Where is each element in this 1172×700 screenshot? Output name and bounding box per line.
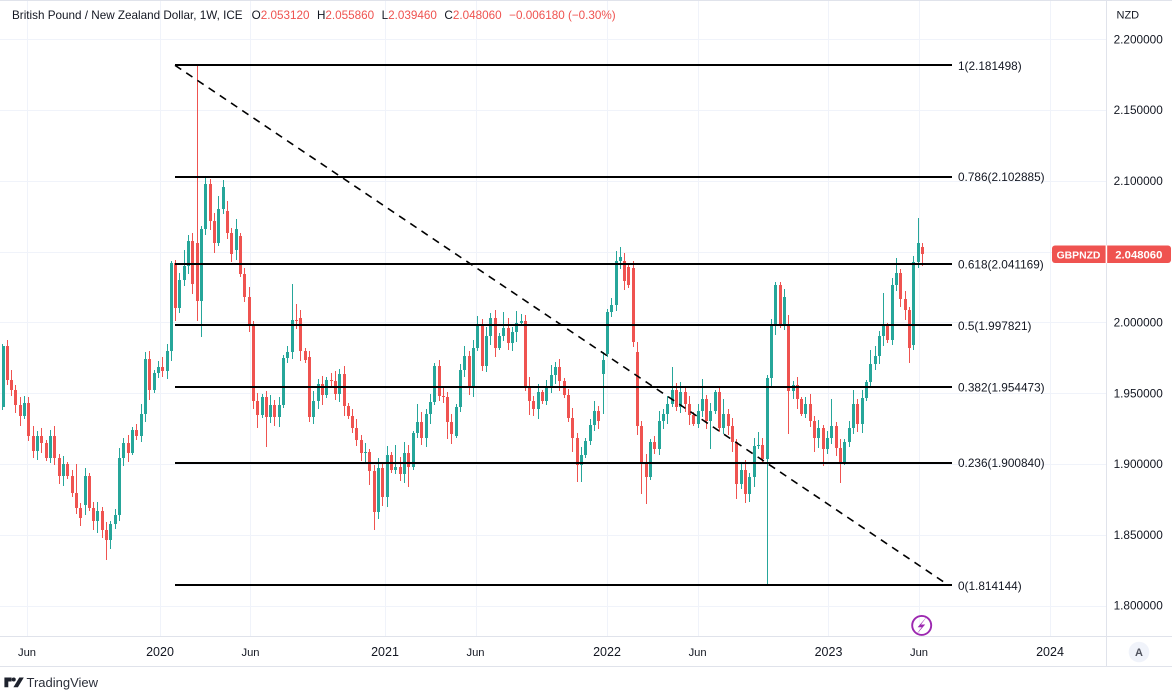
svg-text:Jun: Jun [689, 647, 707, 659]
svg-text:TradingView: TradingView [27, 675, 99, 690]
svg-text:2021: 2021 [371, 645, 399, 659]
svg-text:GBPNZD: GBPNZD [1057, 251, 1101, 262]
svg-text:2.200000: 2.200000 [1114, 32, 1164, 46]
svg-text:2022: 2022 [593, 645, 621, 659]
svg-text:2020: 2020 [146, 645, 174, 659]
svg-text:Jun: Jun [18, 647, 36, 659]
svg-text:2.150000: 2.150000 [1114, 103, 1164, 117]
svg-text:1(2.181498): 1(2.181498) [958, 59, 1022, 73]
svg-text:A: A [1135, 647, 1143, 659]
svg-text:1.850000: 1.850000 [1114, 528, 1164, 542]
svg-text:1.950000: 1.950000 [1114, 386, 1164, 400]
svg-text:Jun: Jun [466, 647, 484, 659]
svg-text:2.000000: 2.000000 [1114, 316, 1164, 330]
svg-text:NZD: NZD [1117, 9, 1140, 21]
svg-text:0.618(2.041169): 0.618(2.041169) [958, 258, 1044, 272]
svg-text:0.5(1.997821): 0.5(1.997821) [958, 319, 1032, 333]
svg-text:1.900000: 1.900000 [1114, 457, 1164, 471]
svg-text:Jun: Jun [910, 647, 928, 659]
svg-text:0.236(1.900840): 0.236(1.900840) [958, 456, 1045, 470]
svg-text:British Pound / New Zealand Do: British Pound / New Zealand Dollar, 1W, … [12, 9, 616, 22]
svg-text:0.786(2.102885): 0.786(2.102885) [958, 170, 1045, 184]
svg-text:Jun: Jun [241, 647, 259, 659]
svg-text:0.382(1.954473): 0.382(1.954473) [958, 380, 1045, 394]
svg-text:0(1.814144): 0(1.814144) [958, 579, 1022, 593]
svg-text:2.100000: 2.100000 [1114, 174, 1164, 188]
svg-text:2.048060: 2.048060 [1115, 250, 1162, 262]
svg-text:2023: 2023 [815, 645, 843, 659]
svg-text:1.800000: 1.800000 [1114, 599, 1164, 613]
svg-text:2024: 2024 [1036, 645, 1064, 659]
